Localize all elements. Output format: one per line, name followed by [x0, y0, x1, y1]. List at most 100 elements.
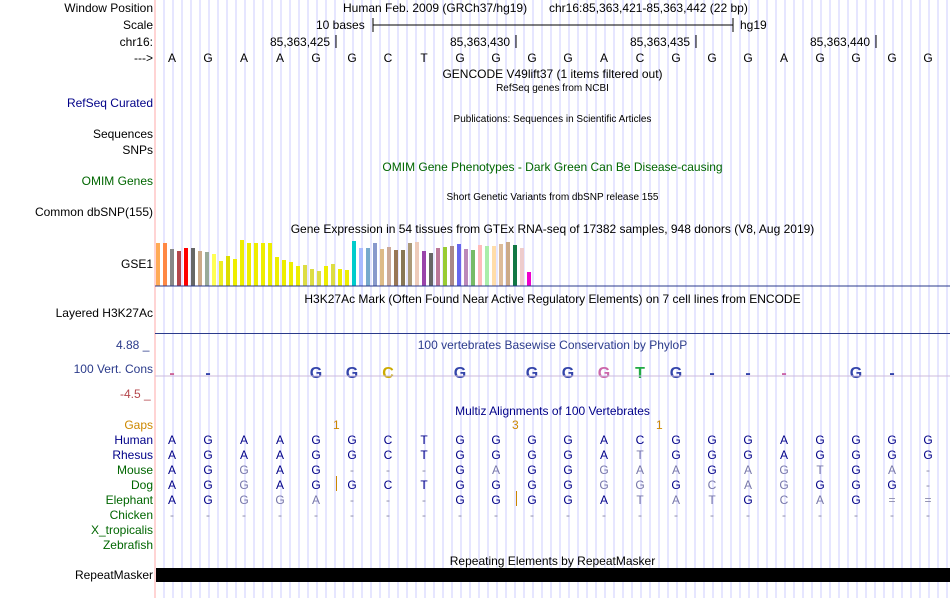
gtex-tissue-bar: [184, 248, 188, 286]
dbsnp-track-title[interactable]: Short Genetic Variants from dbSNP releas…: [446, 192, 659, 203]
gtex-tissue-bar: [394, 250, 398, 286]
alignment-base: G: [815, 478, 825, 492]
alignment-base: G: [455, 448, 465, 462]
reference-base: G: [707, 51, 717, 65]
gtex-tissue-bar: [303, 265, 307, 286]
alignment-base: A: [275, 478, 284, 492]
alignment-base: G: [275, 493, 285, 507]
alignment-base: G: [599, 463, 609, 477]
gaps-label: Gaps: [124, 418, 153, 432]
alignment-base: A: [275, 433, 284, 447]
repeat-element-bar[interactable]: [156, 568, 950, 582]
gtex-track-title[interactable]: Gene Expression in 54 tissues from GTEx …: [290, 222, 815, 236]
alignment-base: A: [599, 493, 608, 507]
alignment-base: G: [851, 433, 861, 447]
gtex-tissue-bar: [268, 243, 272, 286]
species-label[interactable]: Human: [114, 433, 153, 447]
snps-track-label[interactable]: SNPs: [122, 143, 153, 157]
alignment-base: A: [887, 463, 896, 477]
position-text: chr16:85,363,421-85,363,442 (22 bp): [549, 1, 748, 15]
alignment-base: G: [455, 433, 465, 447]
alignment-base: -: [422, 508, 426, 522]
reference-base: G: [527, 51, 537, 65]
omim-track-title[interactable]: OMIM Gene Phenotypes - Dark Green Can Be…: [382, 160, 723, 174]
alignment-base: G: [851, 493, 861, 507]
gtex-tissue-bar: [408, 243, 412, 286]
alignment-base: G: [743, 433, 753, 447]
alignment-base: G: [635, 478, 645, 492]
h3k27-track-label[interactable]: Layered H3K27Ac: [55, 306, 153, 320]
alignment-base: A: [167, 478, 176, 492]
cons-track-title[interactable]: 100 vertebrates Basewise Conservation by…: [417, 338, 688, 352]
alignment-base: G: [671, 448, 681, 462]
gtex-tissue-bar: [317, 271, 321, 286]
alignment-base: G: [347, 478, 357, 492]
gtex-tissue-bar: [177, 251, 181, 286]
reference-base: C: [635, 51, 645, 65]
reference-base: A: [167, 51, 176, 65]
gtex-tissue-bar: [198, 251, 202, 286]
alignment-base: G: [887, 433, 897, 447]
alignment-base: G: [311, 448, 321, 462]
species-label[interactable]: Rhesus: [112, 448, 153, 462]
gtex-tissue-bar: [275, 257, 279, 286]
db-text: hg19: [740, 18, 767, 32]
dbsnp-track-label[interactable]: Common dbSNP(155): [34, 205, 153, 219]
alignment-base: -: [926, 508, 930, 522]
species-label[interactable]: Mouse: [116, 463, 153, 477]
species-label[interactable]: Zebrafish: [102, 538, 153, 552]
gtex-tissue-bar: [443, 247, 447, 286]
alignment-base: G: [815, 433, 825, 447]
conservation-glyph: G: [562, 365, 574, 382]
gtex-bar-graph[interactable]: [155, 238, 950, 288]
reference-base: G: [923, 51, 933, 65]
alignment-base: G: [815, 448, 825, 462]
pubs-track-title[interactable]: Publications: Sequences in Scientific Ar…: [453, 114, 652, 125]
tick-label: 85,363,440: [810, 35, 871, 49]
h3k27-track-title[interactable]: H3K27Ac Mark (Often Found Near Active Re…: [304, 292, 801, 306]
gtex-tissue-bar: [156, 243, 160, 286]
alignment-base: G: [743, 493, 753, 507]
species-label[interactable]: Dog: [130, 478, 153, 492]
scale-bar: [372, 18, 734, 32]
gtex-track-label[interactable]: GSE1: [120, 257, 153, 271]
scale-text: 10 bases: [316, 18, 365, 32]
species-label[interactable]: Elephant: [105, 493, 153, 507]
alignment-base: A: [167, 493, 176, 507]
reference-base: G: [887, 51, 897, 65]
alignment-base: G: [923, 433, 933, 447]
alignment-base: C: [383, 433, 393, 447]
multiz-track-title[interactable]: Multiz Alignments of 100 Vertebrates: [455, 404, 650, 418]
alignment-base: G: [455, 493, 465, 507]
sequences-track-label[interactable]: Sequences: [92, 127, 153, 141]
alignment-base: T: [420, 448, 428, 462]
species-label[interactable]: X_tropicalis: [90, 523, 153, 537]
gtex-tissue-bar: [373, 243, 377, 286]
refseq-track-title[interactable]: RefSeq genes from NCBI: [496, 83, 609, 94]
alignment-base: C: [383, 448, 393, 462]
refseq-track-label[interactable]: RefSeq Curated: [66, 96, 153, 110]
scale-label: Scale: [122, 18, 153, 32]
cons-track-label[interactable]: 100 Vert. Cons: [73, 362, 153, 376]
alignment-base: G: [563, 478, 573, 492]
alignment-base: A: [311, 493, 320, 507]
assembly-text: Human Feb. 2009 (GRCh37/hg19): [343, 1, 528, 15]
alignment-base: -: [422, 493, 426, 507]
alignment-base: G: [563, 463, 573, 477]
alignment-base: G: [203, 433, 213, 447]
alignment-base: G: [491, 433, 501, 447]
species-label[interactable]: Chicken: [109, 508, 153, 522]
alignment-base: A: [743, 478, 752, 492]
reference-base: G: [671, 51, 681, 65]
alignment-base: -: [818, 508, 822, 522]
strand-label: --->: [134, 51, 153, 65]
alignment-base: C: [707, 478, 717, 492]
repeat-track-title[interactable]: Repeating Elements by RepeatMasker: [449, 554, 656, 568]
reference-base: C: [383, 51, 393, 65]
gencode-track-title[interactable]: GENCODE V49lift37 (1 items filtered out): [442, 67, 663, 81]
alignment-base: -: [602, 508, 606, 522]
omim-track-label[interactable]: OMIM Genes: [81, 174, 153, 188]
repeat-track-label[interactable]: RepeatMasker: [74, 568, 153, 582]
